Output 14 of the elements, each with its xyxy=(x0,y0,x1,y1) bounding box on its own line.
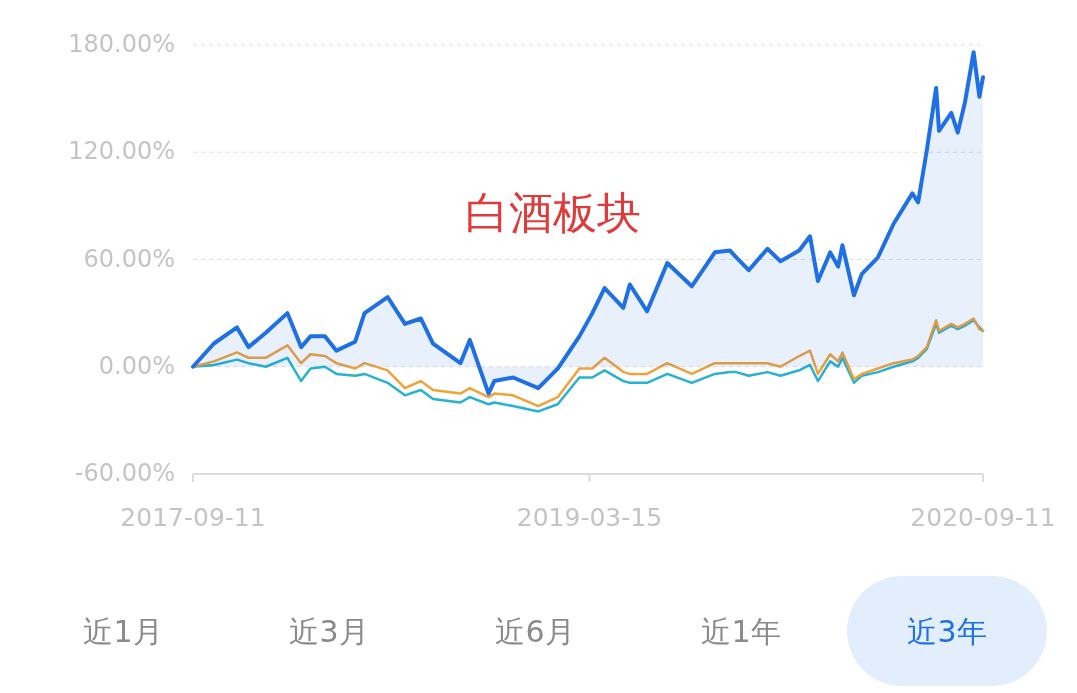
y-tick-label: 0.00% xyxy=(98,351,175,380)
text: 近6月 xyxy=(495,613,575,649)
y-tick-label: 60.00% xyxy=(83,244,175,273)
y-tick-label: -60.00% xyxy=(74,459,175,487)
x-tick-label: 2017-09-11 xyxy=(120,503,266,532)
x-tick-label: 2020-09-11 xyxy=(910,503,1056,532)
text: 近3年 xyxy=(907,613,987,649)
text: 近3月 xyxy=(289,613,369,649)
y-tick-label: 120.00% xyxy=(68,137,175,166)
x-tick-label: 2019-03-15 xyxy=(516,503,663,532)
text: 近1年 xyxy=(701,613,781,649)
text: 近1月 xyxy=(83,613,163,649)
y-tick-label: 180.00% xyxy=(68,30,175,58)
text: 白酒板块 xyxy=(465,187,641,238)
